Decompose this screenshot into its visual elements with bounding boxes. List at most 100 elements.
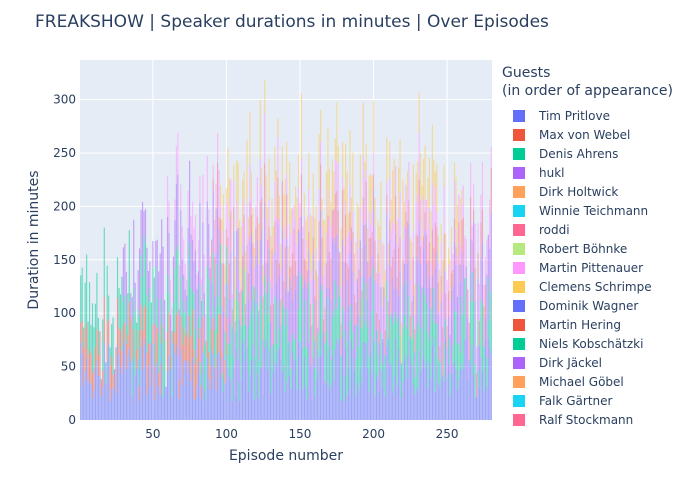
bar-segment [317,327,319,350]
bar-segment [359,366,361,420]
bar-segment [140,304,142,347]
legend-item[interactable]: Dirk Holtwick [502,182,673,201]
bar-segment [358,206,360,249]
bar-segment [302,287,304,348]
bar-segment [233,181,235,207]
bar-segment [312,254,314,304]
legend-item[interactable]: Max von Webel [502,125,673,144]
legend-item[interactable]: Winnie Teichmann [502,201,673,220]
bar-segment [371,256,373,311]
bar-segment [436,323,438,365]
bar-segment [465,338,467,420]
bar-segment [490,213,492,292]
legend-label: hukl [539,165,565,180]
bar-segment [249,241,251,319]
bar-segment [343,400,345,420]
bar-segment [402,285,404,327]
legend-item[interactable]: hukl [502,163,673,182]
bar-segment [424,199,426,213]
legend-item[interactable]: Ralf Stockmann [502,410,673,429]
legend-item[interactable]: Martin Hering [502,315,673,334]
bar-segment [91,397,94,420]
legend-swatch [513,223,525,236]
legend-item[interactable]: Tim Pritlove [502,106,673,125]
bar-segment [133,288,135,330]
bar-segment [200,385,202,398]
bar-segment [393,248,395,289]
bar-segment [222,194,225,231]
bar-segment [194,399,197,420]
bar-segment [378,226,381,274]
bar-segment [400,363,403,399]
bar-segment [189,243,191,316]
bar-segment [395,233,397,312]
bar-segment [303,277,305,300]
bar-segment [415,234,417,256]
bar-segment [317,276,319,328]
bar-segment [199,176,201,203]
bar-segment [333,209,335,243]
bar-segment [284,178,286,226]
bar-segment [224,296,226,332]
bar-segment [146,247,148,295]
bar-segment [448,264,450,292]
bar-segment [159,253,161,323]
bar-segment [346,341,348,396]
bar-segment [224,284,226,297]
bar-segment [406,379,408,420]
bar-segment [443,342,445,382]
bar-segment [453,310,456,362]
bar-segment [274,361,276,420]
bar-segment [361,327,363,383]
legend-item[interactable]: Dominik Wagner [502,296,673,315]
bar-segment [358,389,360,420]
bar-segment [425,361,428,420]
bar-segment [345,215,347,263]
bar-segment [486,356,488,386]
legend-item[interactable]: Robert Böhnke [502,239,673,258]
bar-segment [427,260,429,288]
bar-segment [233,232,235,299]
bar-segment [339,297,341,340]
bar-segment [421,185,423,242]
legend-item[interactable]: Martin Pittenauer [502,258,673,277]
legend-item[interactable]: Dirk Jäckel [502,353,673,372]
bar-segment [359,298,361,367]
bar-segment [361,275,363,291]
legend-item[interactable]: Clemens Schrimpe [502,277,673,296]
bar-segment [271,365,273,420]
bar-segment [406,199,408,222]
bar-segment [84,282,86,330]
bar-segment [146,352,148,395]
legend-item[interactable]: Niels Kobschätzki [502,334,673,353]
bar-segment [262,339,264,395]
legend-item[interactable]: Denis Ahrens [502,144,673,163]
bar-segment [314,296,316,342]
bar-segment [431,346,433,420]
bar-segment [191,291,194,310]
bar-segment [250,198,253,215]
bar-segment [215,208,217,253]
bar-segment [281,229,283,303]
bar-segment [171,397,173,420]
bar-segment [242,291,244,344]
legend-item[interactable]: Michael Göbel [502,372,673,391]
bar-segment [475,373,478,397]
legend-item[interactable]: Falk Gärtner [502,391,673,410]
bar-segment [422,236,425,250]
bar-segment [374,342,376,397]
bar-segment [193,260,195,294]
bar-segment [396,244,398,277]
bar-segment [287,246,289,292]
bar-segment [180,184,182,211]
legend-item[interactable]: roddi [502,220,673,239]
bar-segment [455,264,457,312]
bar-segment [233,298,235,366]
bar-segment [481,209,484,242]
bar-segment [209,256,211,268]
bar-segment [265,175,267,219]
bar-segment [322,383,325,420]
bar-segment [208,224,210,279]
bar-segment [265,338,267,420]
bar-segment [286,238,288,311]
